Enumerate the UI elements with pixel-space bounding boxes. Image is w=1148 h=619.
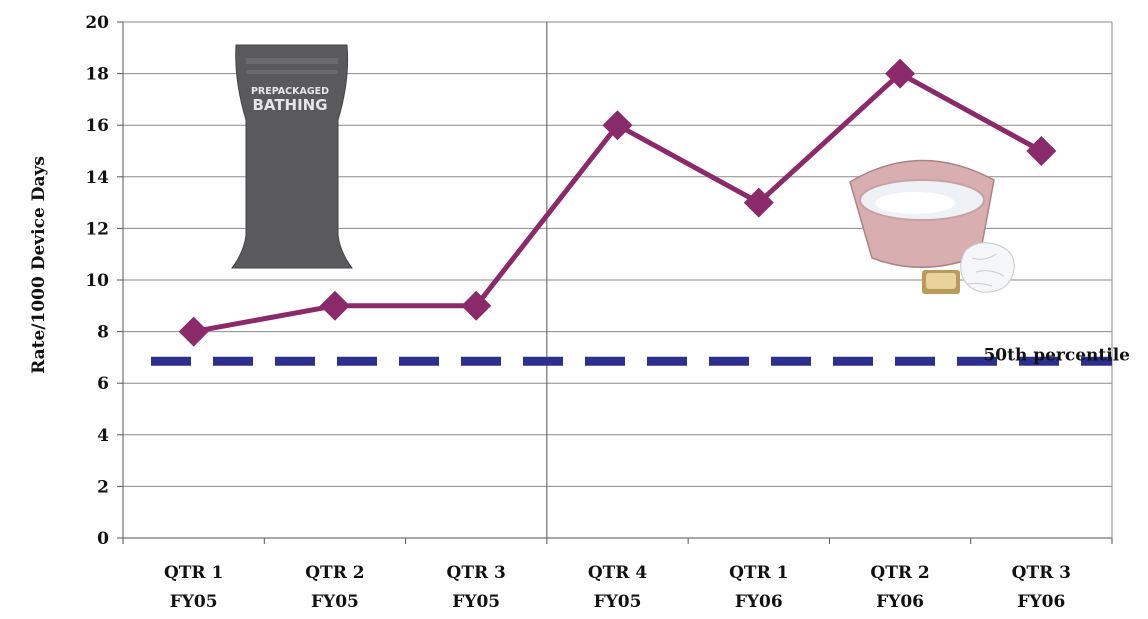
x-category-label-line: FY06	[1017, 592, 1065, 612]
x-category-label-line: QTR 1	[729, 563, 788, 583]
x-category-label-line: QTR 1	[164, 563, 223, 583]
percentile-reference-label: 50th percentile	[983, 345, 1130, 365]
y-axis-label: Rate/1000 Device Days	[29, 156, 49, 374]
wash-basin-image	[850, 160, 1014, 294]
x-category-label-line: QTR 3	[447, 563, 506, 583]
x-category-label-line: QTR 4	[588, 563, 648, 583]
y-tick-label: 14	[85, 168, 109, 188]
y-tick-label: 10	[85, 271, 109, 291]
x-category-label-line: FY05	[452, 592, 500, 612]
x-category-label-line: QTR 2	[305, 563, 364, 583]
y-tick-label: 16	[85, 116, 109, 136]
x-category-label-line: FY05	[594, 592, 642, 612]
x-category-label-line: FY06	[735, 592, 783, 612]
y-tick-label: 6	[97, 374, 109, 394]
x-category-label-line: FY05	[170, 592, 218, 612]
x-category-label-line: FY06	[876, 592, 924, 612]
y-tick-label: 18	[85, 65, 109, 85]
x-category-label-line: QTR 3	[1012, 563, 1071, 583]
x-category-label-line: FY05	[311, 592, 359, 612]
y-tick-label: 0	[97, 529, 109, 549]
y-tick-label: 4	[97, 426, 109, 446]
y-tick-label: 2	[97, 477, 109, 497]
prepackaged-bathing-pack-image: PREPACKAGED BATHING	[232, 45, 352, 268]
x-category-label-line: QTR 2	[870, 563, 929, 583]
pack-text-line2: BATHING	[252, 96, 327, 114]
y-tick-label: 12	[85, 219, 109, 239]
data-point-marker	[179, 317, 209, 347]
y-tick-label: 20	[85, 13, 109, 33]
data-point-marker	[1026, 136, 1056, 166]
y-tick-label: 8	[97, 323, 109, 343]
data-point-marker	[320, 291, 350, 321]
